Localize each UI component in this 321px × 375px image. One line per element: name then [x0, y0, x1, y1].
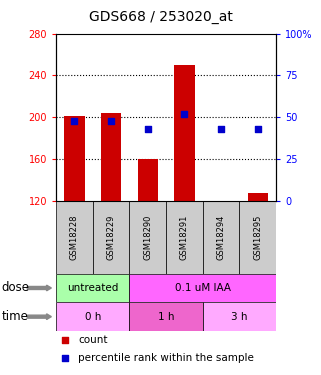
Point — [108, 117, 114, 123]
Bar — [101, 113, 121, 201]
Point — [219, 126, 224, 132]
Point — [255, 126, 260, 132]
Text: GSM18294: GSM18294 — [217, 214, 226, 260]
Bar — [129, 302, 203, 331]
Text: GDS668 / 253020_at: GDS668 / 253020_at — [89, 10, 232, 24]
Text: dose: dose — [2, 282, 30, 294]
Bar — [239, 201, 276, 274]
Bar — [56, 274, 129, 302]
Text: 3 h: 3 h — [231, 312, 248, 322]
Text: GSM18290: GSM18290 — [143, 214, 152, 260]
Text: 1 h: 1 h — [158, 312, 174, 322]
Text: GSM18229: GSM18229 — [107, 214, 116, 260]
Point — [62, 337, 67, 343]
Bar — [174, 65, 195, 201]
Point — [182, 111, 187, 117]
Text: percentile rank within the sample: percentile rank within the sample — [78, 353, 254, 363]
Text: count: count — [78, 335, 108, 345]
Bar — [203, 201, 239, 274]
Text: 0.1 uM IAA: 0.1 uM IAA — [175, 283, 231, 293]
Bar — [203, 302, 276, 331]
Text: time: time — [2, 310, 29, 323]
Point — [62, 356, 67, 362]
Bar — [129, 201, 166, 274]
Bar — [93, 201, 129, 274]
Text: GSM18228: GSM18228 — [70, 214, 79, 260]
Bar — [56, 302, 129, 331]
Text: 0 h: 0 h — [85, 312, 101, 322]
Text: GSM18295: GSM18295 — [253, 214, 262, 260]
Text: untreated: untreated — [67, 283, 118, 293]
Bar — [138, 159, 158, 201]
Bar — [166, 201, 203, 274]
Bar — [129, 274, 276, 302]
Text: GSM18291: GSM18291 — [180, 214, 189, 260]
Bar — [56, 201, 93, 274]
Bar — [248, 194, 268, 201]
Bar — [65, 116, 84, 201]
Point — [145, 126, 150, 132]
Point — [72, 117, 77, 123]
